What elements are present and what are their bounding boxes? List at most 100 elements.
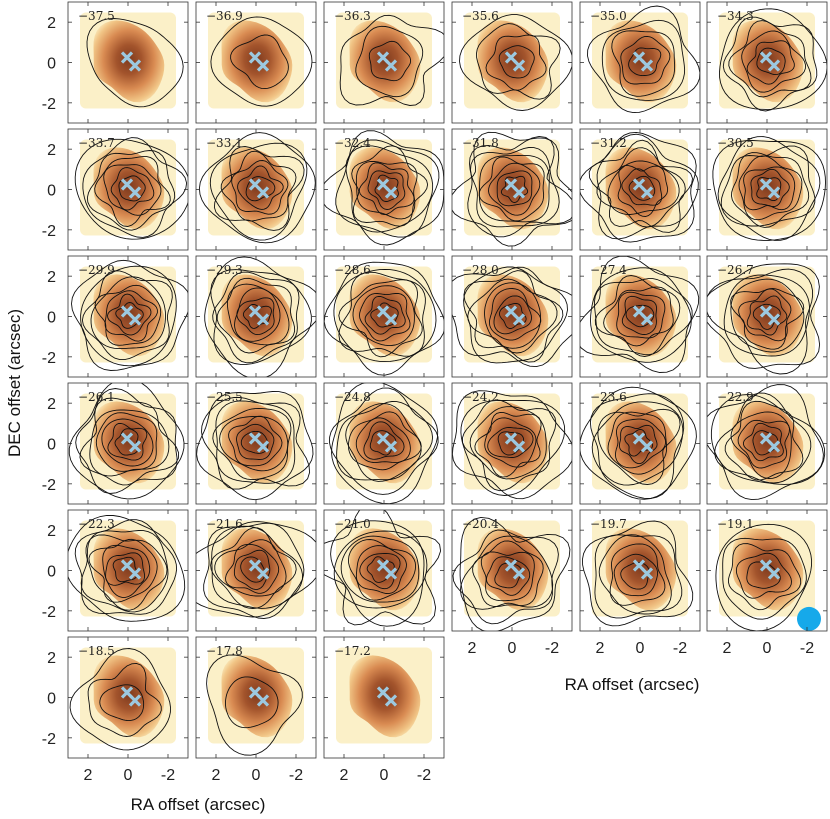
velocity-label: −26.7 — [717, 263, 754, 277]
x-tick-label: -2 — [545, 640, 559, 657]
contour-line — [367, 170, 406, 210]
contour-line — [237, 165, 284, 210]
contour-line — [587, 5, 700, 114]
contour-line — [333, 268, 437, 363]
contour-line — [720, 145, 816, 227]
contour-line — [463, 266, 568, 364]
velocity-label: −37.5 — [78, 9, 115, 23]
velocity-label: −33.1 — [206, 136, 243, 150]
contour-line — [214, 539, 287, 597]
beam-ellipse — [797, 606, 821, 631]
contour-line — [81, 270, 173, 361]
contour-line — [336, 401, 434, 481]
source-marker — [256, 186, 270, 199]
contour-line — [231, 160, 289, 215]
contour-line — [459, 14, 572, 111]
velocity-label: −27.4 — [590, 263, 627, 277]
contour-line — [68, 514, 186, 622]
source-marker — [512, 440, 526, 453]
velocity-label: −35.0 — [590, 9, 627, 23]
contour-line — [114, 428, 139, 456]
contour-line — [728, 543, 802, 611]
contour-line — [500, 175, 529, 203]
contour-line — [460, 399, 566, 496]
contour-line — [730, 287, 805, 350]
contour-line — [712, 140, 826, 241]
velocity-label: −24.8 — [334, 390, 371, 404]
channel-panel: −17.8 — [195, 636, 317, 759]
contour-line — [714, 392, 812, 484]
channel-panel: −35.6 — [451, 1, 573, 124]
contour-line — [211, 525, 303, 609]
velocity-label: −28.6 — [334, 263, 371, 277]
contour-line — [580, 256, 700, 373]
contour-line — [118, 175, 146, 202]
channel-panel: −35.0 — [579, 1, 701, 124]
contour-line — [467, 278, 558, 354]
contour-line — [86, 18, 184, 108]
x-axis-label: RA offset (arcsec) — [131, 795, 266, 814]
contour-line — [348, 411, 422, 471]
contour-line — [233, 549, 271, 590]
contour-line — [476, 23, 561, 100]
contour-line — [470, 147, 560, 228]
contour-line — [212, 408, 292, 481]
contour-line — [245, 176, 276, 202]
contour-line — [614, 418, 667, 469]
contour-line — [80, 530, 169, 613]
x-tick-label: -2 — [161, 767, 175, 784]
source-marker — [512, 186, 526, 199]
source-marker — [256, 440, 270, 453]
y-tick-label: 0 — [47, 183, 56, 200]
contour-line — [743, 166, 796, 211]
channel-panel: −32.4 — [323, 128, 445, 251]
contour-line — [601, 19, 686, 101]
contour-line — [484, 282, 541, 349]
contour-line — [324, 261, 444, 376]
channel-panel: −29.3 — [195, 255, 317, 378]
contour-line — [611, 30, 676, 97]
channel-panel: −18.5 — [67, 636, 189, 759]
contour-line — [209, 142, 308, 241]
contour-line — [489, 288, 542, 341]
contour-line — [588, 139, 693, 233]
x-tick-label: 0 — [763, 640, 772, 657]
source-marker — [256, 694, 270, 707]
contour-line — [210, 527, 297, 609]
channel-panel: −22.9 — [706, 382, 828, 505]
velocity-label: −18.5 — [78, 644, 115, 658]
contour-line — [474, 411, 542, 478]
contour-line — [620, 35, 671, 85]
contour-line — [499, 302, 527, 329]
y-tick-label: -2 — [42, 223, 56, 240]
panel-grid: −37.5 −36.9 −36.3 −35.6 −35.0 −34.3 −33.7 −33.1… — [67, 1, 828, 759]
source-marker — [384, 186, 398, 199]
x-tick-label: -2 — [800, 640, 814, 657]
velocity-label: −24.2 — [462, 390, 499, 404]
velocity-label: −23.6 — [590, 390, 627, 404]
contour-line — [486, 556, 531, 596]
velocity-label: −22.3 — [78, 517, 115, 531]
velocity-label: −21.0 — [334, 517, 371, 531]
contour-line — [340, 535, 420, 603]
channel-panel: −29.9 — [67, 255, 189, 378]
source-marker — [512, 313, 526, 326]
contour-line — [324, 510, 442, 626]
contour-line — [463, 270, 564, 363]
y-tick-label: -2 — [42, 604, 56, 621]
contour-line — [90, 276, 166, 350]
contour-line — [737, 419, 790, 469]
contour-line — [591, 401, 684, 486]
contour-line — [594, 275, 681, 357]
contour-line — [607, 411, 668, 475]
contour-line — [75, 388, 178, 494]
x-tick-label: -2 — [673, 640, 687, 657]
velocity-label: −22.9 — [717, 390, 754, 404]
velocity-label: −31.2 — [590, 136, 627, 150]
contour-line — [201, 396, 311, 490]
source-marker — [384, 313, 398, 326]
source-marker — [384, 694, 398, 707]
channel-panel: −34.3 — [706, 1, 828, 124]
contour-line — [89, 409, 170, 477]
